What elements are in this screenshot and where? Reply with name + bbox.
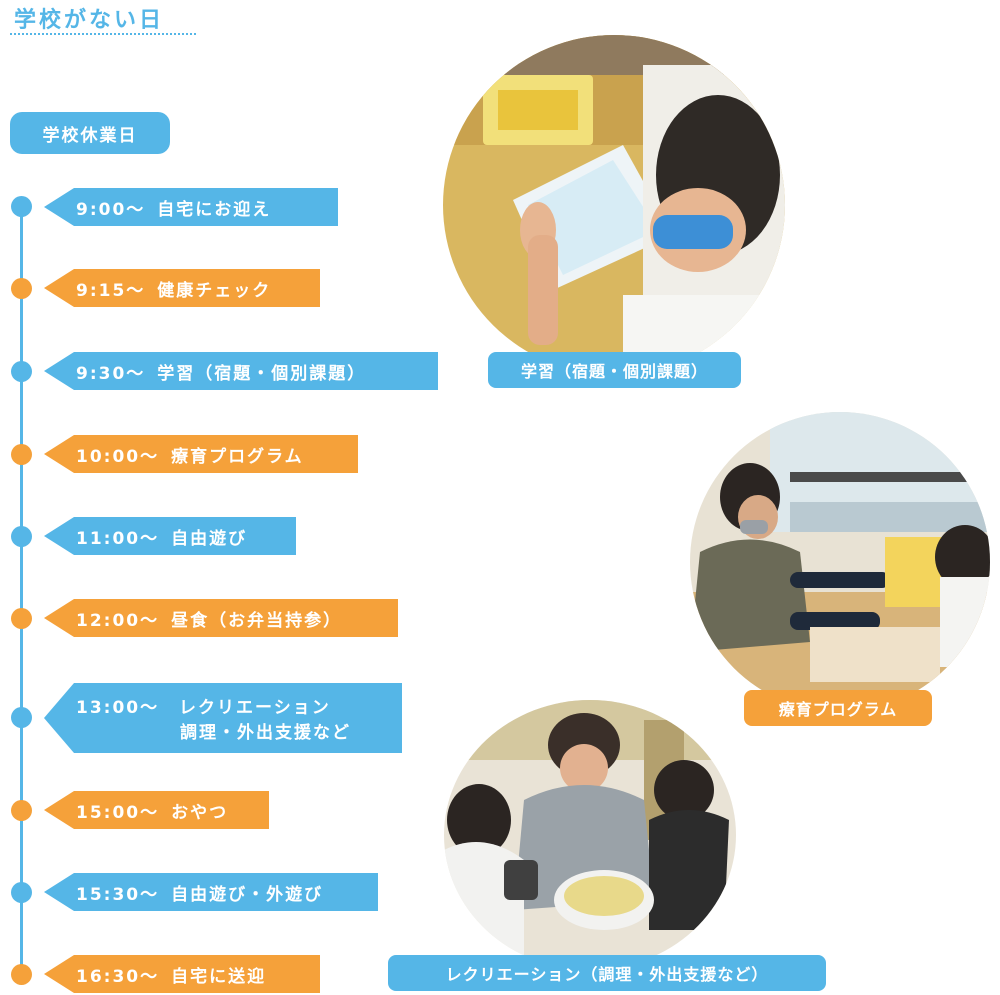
timeline-dot bbox=[11, 800, 32, 821]
schedule-time: 12:00〜 bbox=[76, 610, 160, 631]
timeline-dot bbox=[11, 882, 32, 903]
schedule-activity-line2: 調理・外出支援など bbox=[180, 723, 351, 743]
schedule-activity: 療育プログラム bbox=[171, 446, 304, 467]
schedule-activity: 健康チェック bbox=[157, 280, 272, 301]
schedule-item-0915: 9:15〜 健康チェック bbox=[44, 269, 320, 307]
therapy-caption: 療育プログラム bbox=[744, 690, 932, 726]
study-photo bbox=[443, 35, 785, 375]
schedule-activity: 自宅にお迎え bbox=[157, 199, 272, 220]
schedule-activity: 学習（宿題・個別課題） bbox=[157, 363, 367, 384]
schedule-item-0900: 9:00〜 自宅にお迎え bbox=[44, 188, 338, 226]
schedule-time: 9:00〜 bbox=[76, 199, 146, 220]
schedule-item-1630: 16:30〜 自宅に送迎 bbox=[44, 955, 320, 993]
cooking-photo bbox=[444, 700, 736, 970]
schedule-time: 10:00〜 bbox=[76, 446, 160, 467]
schedule-activity: 自宅に送迎 bbox=[171, 966, 267, 987]
timeline-dot bbox=[11, 278, 32, 299]
schedule-time: 9:15〜 bbox=[76, 280, 146, 301]
schedule-item-1200: 12:00〜 昼食（お弁当持参） bbox=[44, 599, 398, 637]
schedule-time: 16:30〜 bbox=[76, 966, 160, 987]
page-title: 学校がない日 bbox=[14, 8, 165, 33]
schedule-time: 9:30〜 bbox=[76, 363, 146, 384]
timeline-dot bbox=[11, 444, 32, 465]
therapy-photo bbox=[690, 412, 990, 712]
schedule-activity: レクリエーション bbox=[179, 698, 331, 718]
schedule-time: 13:00〜 bbox=[76, 698, 160, 718]
schedule-activity: 自由遊び・外遊び bbox=[171, 884, 324, 905]
schedule-time: 11:00〜 bbox=[76, 528, 160, 549]
schedule-activity: おやつ bbox=[171, 802, 229, 823]
timeline-line bbox=[20, 205, 23, 975]
timeline-dot bbox=[11, 196, 32, 217]
timeline-dot bbox=[11, 707, 32, 728]
timeline-dot bbox=[11, 964, 32, 985]
timeline-dot bbox=[11, 526, 32, 547]
section-label-school-holiday: 学校休業日 bbox=[10, 112, 170, 154]
cooking-caption: レクリエーション（調理・外出支援など） bbox=[388, 955, 826, 991]
study-caption: 学習（宿題・個別課題） bbox=[488, 352, 741, 388]
title-dotted-underline bbox=[10, 33, 196, 35]
schedule-time: 15:30〜 bbox=[76, 884, 160, 905]
timeline-dot bbox=[11, 608, 32, 629]
schedule-item-1100: 11:00〜 自由遊び bbox=[44, 517, 296, 555]
schedule-item-1300: 13:00〜 レクリエーション 調理・外出支援など bbox=[44, 683, 402, 753]
schedule-item-1000: 10:00〜 療育プログラム bbox=[44, 435, 358, 473]
schedule-activity: 自由遊び bbox=[171, 528, 248, 549]
schedule-item-0930: 9:30〜 学習（宿題・個別課題） bbox=[44, 352, 438, 390]
schedule-item-1530: 15:30〜 自由遊び・外遊び bbox=[44, 873, 378, 911]
timeline-dot bbox=[11, 361, 32, 382]
schedule-activity: 昼食（お弁当持参） bbox=[171, 610, 343, 631]
schedule-item-1500: 15:00〜 おやつ bbox=[44, 791, 269, 829]
schedule-time: 15:00〜 bbox=[76, 802, 160, 823]
